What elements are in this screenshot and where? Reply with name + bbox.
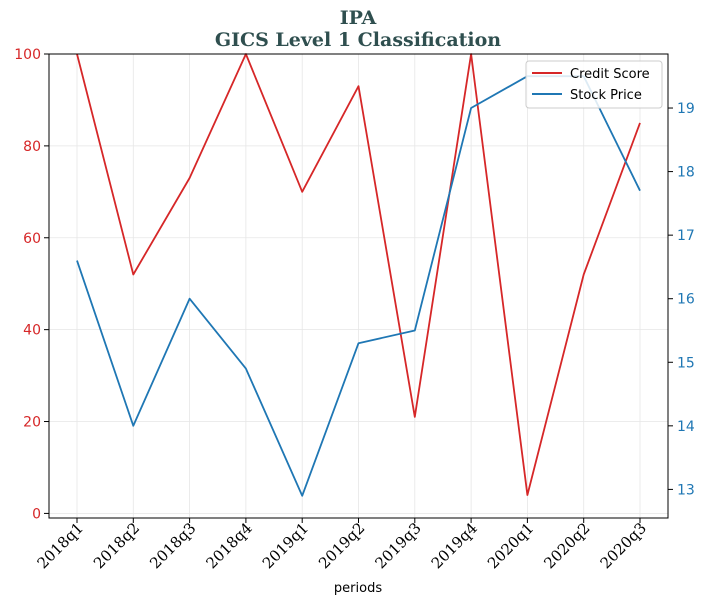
left-tick-label: 80 xyxy=(23,139,41,155)
left-tick-label: 20 xyxy=(23,415,41,431)
x-axis-label: periods xyxy=(334,581,382,596)
right-axis: 13 14 15 16 17 18 19 xyxy=(668,101,695,498)
right-tick-label: 17 xyxy=(677,228,695,244)
x-tick-label: 2018q1 xyxy=(34,519,87,572)
x-tick-label: 2018q2 xyxy=(90,519,143,572)
x-tick-label: 2018q4 xyxy=(203,519,256,572)
right-tick-label: 15 xyxy=(677,355,695,371)
x-tick-label: 2019q1 xyxy=(259,519,312,572)
legend: Credit Score Stock Price xyxy=(525,60,663,109)
x-tick-label: 2019q3 xyxy=(371,519,424,572)
legend-label-stock-price: Stock Price xyxy=(570,88,642,103)
x-tick-label: 2020q1 xyxy=(484,519,537,572)
series-line-credit-score xyxy=(76,53,641,496)
x-axis: 2018q1 2018q2 2018q3 2018q4 2019q1 2019q2 2019… xyxy=(34,518,650,572)
chart-subtitle: GICS Level 1 Classification xyxy=(215,29,501,51)
left-tick-label: 0 xyxy=(32,506,41,522)
left-axis: 0 20 40 60 80 100 xyxy=(14,47,49,522)
left-tick-label: 40 xyxy=(23,323,41,339)
x-tick-label: 2019q4 xyxy=(428,519,481,572)
x-tick-label: 2018q3 xyxy=(146,519,199,572)
right-tick-label: 13 xyxy=(677,482,695,498)
left-tick-label: 100 xyxy=(14,47,41,63)
right-tick-label: 19 xyxy=(677,101,695,117)
x-tick-label: 2020q2 xyxy=(540,519,593,572)
grid xyxy=(49,53,668,518)
right-tick-label: 14 xyxy=(677,419,695,435)
x-tick-label: 2019q2 xyxy=(315,519,368,572)
right-tick-label: 18 xyxy=(677,165,695,181)
right-tick-label: 16 xyxy=(677,292,695,308)
left-tick-label: 60 xyxy=(23,231,41,247)
chart-title: IPA xyxy=(340,7,377,29)
x-tick-label: 2020q3 xyxy=(597,519,650,572)
legend-label-credit-score: Credit Score xyxy=(570,67,650,82)
